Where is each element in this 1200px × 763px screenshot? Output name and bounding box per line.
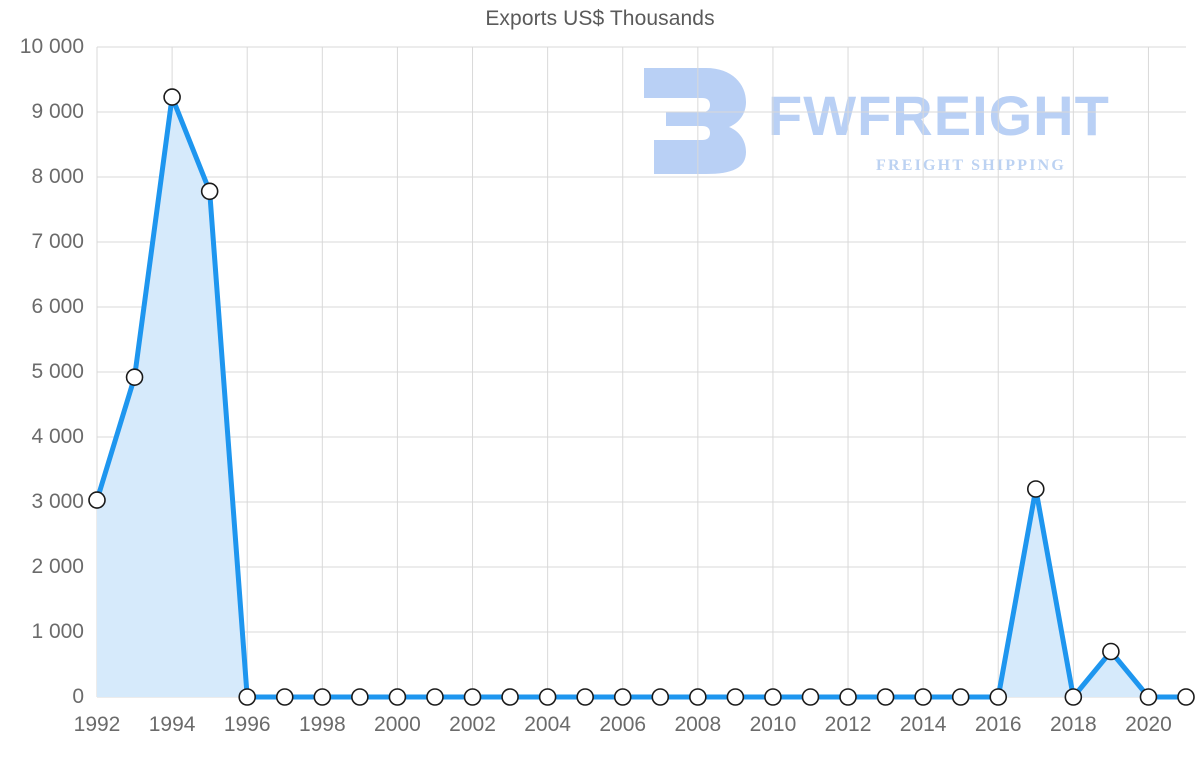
- data-point-marker[interactable]: [351, 688, 369, 706]
- x-axis-tick-label: 1998: [298, 713, 346, 736]
- data-point-marker[interactable]: [313, 688, 332, 706]
- data-point-marker[interactable]: [801, 688, 820, 706]
- data-point-marker[interactable]: [989, 688, 1008, 706]
- y-axis-tick-label: 8 000: [31, 165, 84, 188]
- area-fill: [97, 97, 1186, 698]
- y-axis-tick-label: 9 000: [31, 100, 84, 123]
- y-axis-tick-label: 0: [72, 685, 84, 708]
- data-point-marker[interactable]: [576, 688, 594, 706]
- y-axis-tick-label: 6 000: [31, 295, 84, 318]
- data-point-marker[interactable]: [764, 688, 782, 706]
- x-axis-tick-label: 2000: [374, 713, 421, 736]
- x-axis-tick-label: 1994: [148, 713, 196, 736]
- x-axis-tick-label: 2004: [524, 713, 571, 736]
- x-axis-tick-label: 2018: [1049, 713, 1097, 736]
- data-point-marker[interactable]: [125, 368, 144, 387]
- x-axis-tick-label: 2010: [749, 713, 797, 736]
- data-point-marker[interactable]: [275, 688, 294, 706]
- data-point-marker[interactable]: [538, 688, 557, 706]
- y-axis-tick-label: 4 000: [31, 425, 84, 448]
- data-point-markers[interactable]: [88, 88, 1195, 706]
- y-axis-tick-label: 1 000: [31, 620, 84, 643]
- y-axis-tick-label: 2 000: [31, 555, 84, 578]
- chart-title: Exports US$ Thousands: [485, 7, 715, 30]
- data-point-marker[interactable]: [651, 688, 670, 706]
- x-axis-tick-label: 2016: [974, 713, 1022, 736]
- data-point-marker[interactable]: [1026, 480, 1045, 498]
- x-axis-tick-label: 2008: [674, 713, 722, 736]
- data-point-marker[interactable]: [426, 688, 444, 706]
- x-axis-tick-label: 2012: [824, 713, 872, 736]
- data-point-marker[interactable]: [1064, 688, 1083, 706]
- data-point-marker[interactable]: [726, 688, 745, 706]
- x-axis-tick-label: 2006: [599, 713, 647, 736]
- data-point-marker[interactable]: [238, 688, 257, 706]
- data-point-marker[interactable]: [914, 688, 932, 706]
- data-point-marker[interactable]: [1139, 688, 1158, 706]
- data-point-marker[interactable]: [88, 491, 106, 509]
- y-axis-tick-label: 5 000: [31, 360, 84, 383]
- x-axis-tick-label: 2014: [899, 713, 947, 736]
- data-point-marker[interactable]: [501, 688, 519, 706]
- x-axis-tick-label: 2020: [1125, 713, 1172, 736]
- data-point-marker[interactable]: [839, 688, 857, 706]
- data-point-marker[interactable]: [951, 688, 970, 706]
- x-axis-tick-label: 1992: [73, 713, 121, 736]
- data-point-marker[interactable]: [1102, 642, 1120, 661]
- x-axis-tick-label: 1996: [223, 713, 271, 736]
- y-axis-tick-label: 7 000: [31, 230, 84, 253]
- data-point-marker[interactable]: [200, 182, 219, 201]
- y-axis-tick-label: 10 000: [19, 35, 84, 58]
- data-point-marker[interactable]: [163, 88, 181, 106]
- data-point-marker[interactable]: [1177, 688, 1195, 706]
- x-axis-tick-label: 2002: [449, 713, 496, 736]
- data-point-marker[interactable]: [876, 688, 895, 706]
- data-point-marker[interactable]: [463, 688, 482, 706]
- y-axis-tick-label: 3 000: [31, 490, 84, 513]
- data-point-marker[interactable]: [613, 688, 632, 706]
- data-point-marker[interactable]: [689, 688, 707, 706]
- data-point-marker[interactable]: [388, 688, 407, 706]
